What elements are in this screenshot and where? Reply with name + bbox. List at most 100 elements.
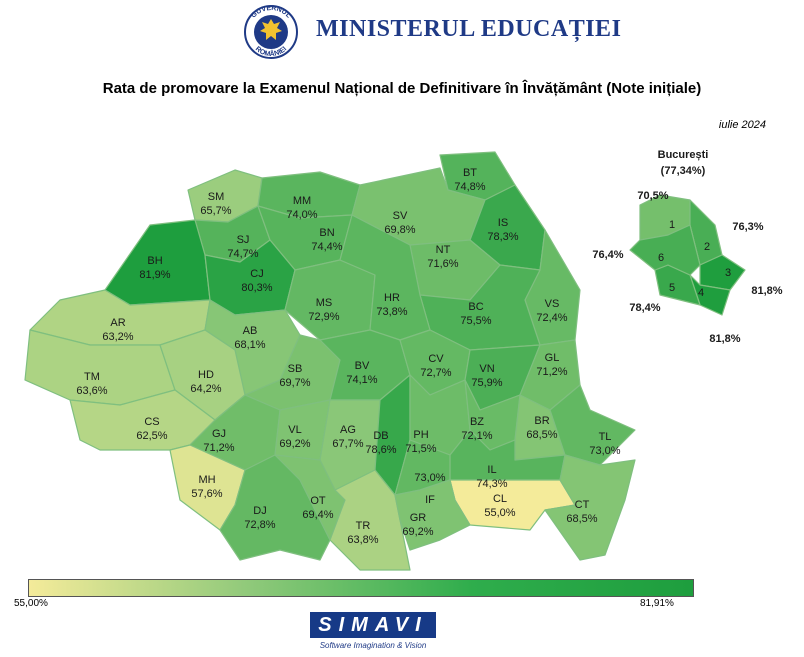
county-code-cv: CV xyxy=(428,353,444,365)
county-code-ms: MS xyxy=(316,297,333,309)
government-seal-logo: GUVERNUL ROMÂNIEI xyxy=(244,5,298,59)
county-value-bc: 75,5% xyxy=(460,315,491,327)
county-value-gj: 71,2% xyxy=(203,442,234,454)
county-code-ph: PH xyxy=(413,429,428,441)
county-value-ar: 63,2% xyxy=(102,331,133,343)
sector-number-2: 2 xyxy=(704,241,710,253)
county-code-cl: CL xyxy=(493,493,507,505)
county-code-bh: BH xyxy=(147,255,162,267)
county-value-gr: 69,2% xyxy=(402,526,433,538)
county-code-gl: GL xyxy=(545,352,560,364)
sector-number-5: 5 xyxy=(669,282,675,294)
county-code-sv: SV xyxy=(393,210,408,222)
county-value-tr: 63,8% xyxy=(347,534,378,546)
county-code-cs: CS xyxy=(144,416,159,428)
simavi-tagline: Software Imagination & Vision xyxy=(319,641,427,650)
county-code-gj: GJ xyxy=(212,428,226,440)
county-value-ot: 69,4% xyxy=(302,509,333,521)
county-code-ag: AG xyxy=(340,424,356,436)
county-code-bc: BC xyxy=(468,301,483,313)
sector-number-4: 4 xyxy=(698,287,704,299)
legend-min-label: 55,00% xyxy=(14,598,48,609)
county-code-hd: HD xyxy=(198,369,214,381)
county-value-cs: 62,5% xyxy=(136,430,167,442)
romania-county-map: SM 65,7% MM 74,0% BT 74,8% SV 69,8% SJ 74,7% BN 74,… xyxy=(24,149,783,571)
county-value-db: 78,6% xyxy=(365,444,396,456)
sector-number-1: 1 xyxy=(669,219,675,231)
county-value-hr: 73,8% xyxy=(376,306,407,318)
county-code-tr: TR xyxy=(356,520,371,532)
map-date: iulie 2024 xyxy=(718,119,766,131)
sector-shape-6 xyxy=(629,224,701,276)
county-value-vs: 72,4% xyxy=(536,312,567,324)
sector-value-4: 81,8% xyxy=(709,333,740,345)
county-code-cj: CJ xyxy=(250,268,263,280)
county-value-dj: 72,8% xyxy=(244,519,275,531)
county-value-nt: 71,6% xyxy=(427,258,458,270)
county-code-bz: BZ xyxy=(470,416,484,428)
sector-value-6: 76,4% xyxy=(592,249,623,261)
county-code-if: IF xyxy=(425,494,435,506)
simavi-logo: SIMAVI xyxy=(310,612,436,638)
county-value-cj: 80,3% xyxy=(241,282,272,294)
county-shape-ct xyxy=(544,454,636,561)
sector-value-1: 70,5% xyxy=(637,190,668,202)
county-shape-gr xyxy=(394,479,471,551)
county-value-sm: 65,7% xyxy=(200,205,231,217)
county-code-dj: DJ xyxy=(253,505,266,517)
bucuresti-total: (77,34%) xyxy=(661,165,706,177)
county-value-sb: 69,7% xyxy=(279,377,310,389)
county-value-bn: 74,4% xyxy=(311,241,342,253)
county-value-vl: 69,2% xyxy=(279,438,310,450)
county-code-sm: SM xyxy=(208,191,225,203)
county-code-mm: MM xyxy=(293,195,311,207)
county-code-ot: OT xyxy=(310,495,326,507)
sector-value-2: 76,3% xyxy=(732,221,763,233)
sector-value-5: 78,4% xyxy=(629,302,660,314)
county-value-br: 68,5% xyxy=(526,429,557,441)
county-value-if: 73,0% xyxy=(414,472,445,484)
county-code-bt: BT xyxy=(463,167,477,179)
county-code-il: IL xyxy=(487,464,496,476)
county-code-nt: NT xyxy=(436,244,451,256)
county-code-ct: CT xyxy=(575,499,590,511)
map-title: Rata de promovare la Examenul Național d… xyxy=(102,80,702,97)
county-value-il: 74,3% xyxy=(476,478,507,490)
county-code-hr: HR xyxy=(384,292,400,304)
sector-shape-3 xyxy=(699,254,746,291)
county-value-ab: 68,1% xyxy=(234,339,265,351)
county-shape-tr xyxy=(329,469,411,571)
county-value-cv: 72,7% xyxy=(420,367,451,379)
county-code-vs: VS xyxy=(545,298,560,310)
county-code-mh: MH xyxy=(198,474,215,486)
county-code-bv: BV xyxy=(355,360,370,372)
county-value-cl: 55,0% xyxy=(484,507,515,519)
county-code-sj: SJ xyxy=(237,234,250,246)
county-value-sj: 74,7% xyxy=(227,248,258,260)
county-value-vn: 75,9% xyxy=(471,377,502,389)
county-value-gl: 71,2% xyxy=(536,366,567,378)
county-code-vn: VN xyxy=(479,363,494,375)
county-value-bh: 81,9% xyxy=(139,269,170,281)
county-code-sb: SB xyxy=(288,363,303,375)
county-value-ag: 67,7% xyxy=(332,438,363,450)
county-code-is: IS xyxy=(498,217,508,229)
header: GUVERNUL ROMÂNIEI MINISTERUL EDUCAȚIEI xyxy=(0,0,804,62)
sector-number-3: 3 xyxy=(725,267,731,279)
county-code-db: DB xyxy=(373,430,388,442)
county-value-bz: 72,1% xyxy=(461,430,492,442)
county-code-ab: AB xyxy=(243,325,258,337)
county-value-is: 78,3% xyxy=(487,231,518,243)
county-code-gr: GR xyxy=(410,512,427,524)
county-code-tl: TL xyxy=(599,431,612,443)
county-value-tm: 63,6% xyxy=(76,385,107,397)
county-value-tl: 73,0% xyxy=(589,445,620,457)
legend-max-label: 81,91% xyxy=(640,598,674,609)
county-value-sv: 69,8% xyxy=(384,224,415,236)
county-code-br: BR xyxy=(534,415,549,427)
county-value-mm: 74,0% xyxy=(286,209,317,221)
ministry-name: MINISTERUL EDUCAȚIEI xyxy=(316,16,622,42)
county-value-ct: 68,5% xyxy=(566,513,597,525)
county-value-bv: 74,1% xyxy=(346,374,377,386)
county-code-vl: VL xyxy=(288,424,301,436)
